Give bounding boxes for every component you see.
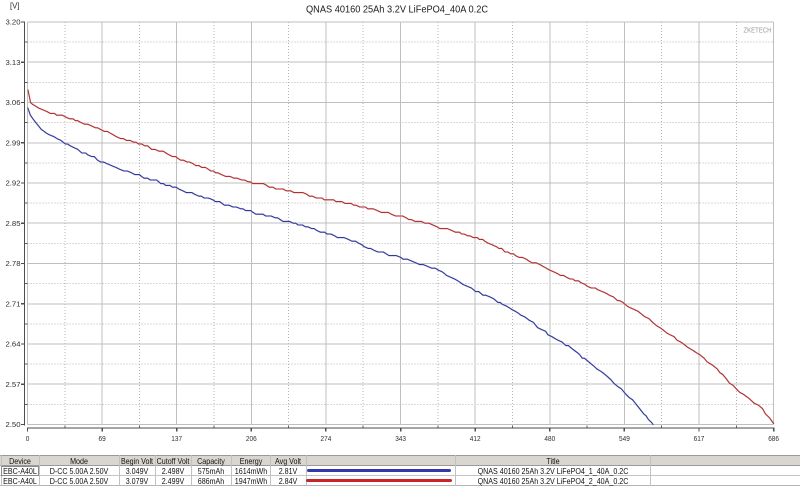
svg-text:ZKETECH: ZKETECH [744, 26, 772, 35]
svg-text:2.50: 2.50 [6, 420, 21, 429]
svg-text:617: 617 [694, 434, 705, 443]
svg-text:3.20: 3.20 [6, 18, 21, 27]
svg-text:69: 69 [99, 434, 106, 443]
svg-text:686: 686 [768, 434, 779, 443]
svg-text:137: 137 [171, 434, 182, 443]
svg-text:0: 0 [26, 434, 30, 443]
svg-text:3.13: 3.13 [6, 58, 21, 67]
svg-text:2.64: 2.64 [6, 340, 21, 349]
svg-text:274: 274 [321, 434, 332, 443]
svg-text:2.92: 2.92 [6, 179, 21, 188]
svg-text:549: 549 [619, 434, 630, 443]
svg-text:2.85: 2.85 [6, 219, 21, 228]
svg-text:2.99: 2.99 [6, 138, 21, 147]
svg-text:343: 343 [395, 434, 406, 443]
svg-text:[V]: [V] [10, 2, 20, 11]
svg-text:3.06: 3.06 [6, 98, 21, 107]
svg-text:QNAS 40160 25Ah 3.2V LiFePO4_4: QNAS 40160 25Ah 3.2V LiFePO4_40A 0.2C [306, 4, 488, 16]
svg-text:2.57: 2.57 [6, 380, 21, 389]
svg-text:2.78: 2.78 [6, 259, 21, 268]
svg-text:480: 480 [544, 434, 555, 443]
svg-text:412: 412 [470, 434, 481, 443]
svg-text:206: 206 [246, 434, 257, 443]
svg-text:2.71: 2.71 [6, 299, 21, 308]
